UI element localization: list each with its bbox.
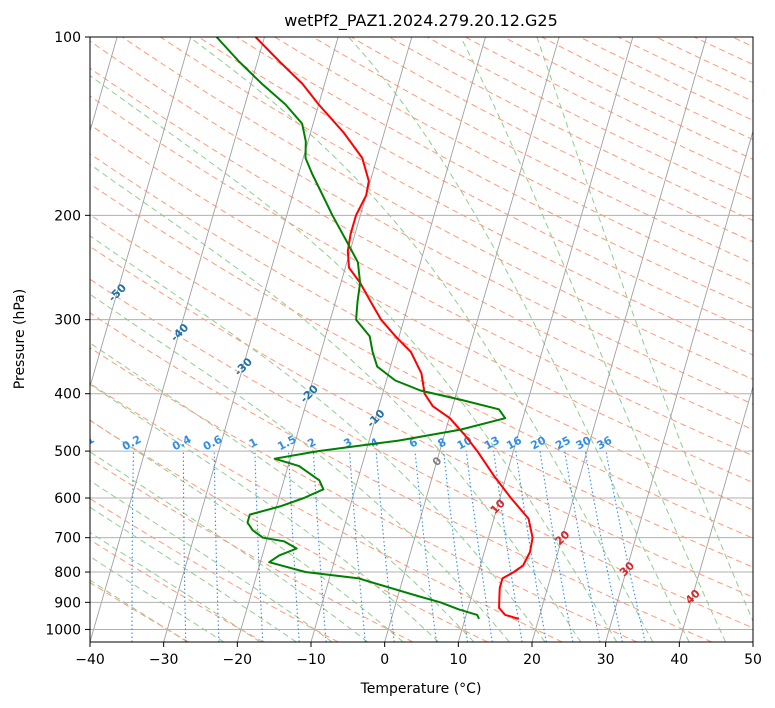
dry-adiabat-line xyxy=(90,153,753,511)
isotherm-line xyxy=(384,37,560,642)
moist-adiabat-line xyxy=(90,383,439,642)
mixing-ratio-line xyxy=(605,451,646,642)
moist-adiabat-line xyxy=(90,235,546,642)
dry-adiabat-line xyxy=(90,419,488,642)
mixing-ratio-line xyxy=(375,451,395,642)
moist-adiabat-line xyxy=(90,293,510,642)
x-tick-label: −20 xyxy=(223,652,253,668)
mixing-ratio-label: 16 xyxy=(504,434,524,453)
x-tick-label: −30 xyxy=(149,652,179,668)
mixing-ratio-line xyxy=(349,451,366,642)
dry-adiabat-line xyxy=(90,312,712,642)
dry-adiabat-line xyxy=(122,37,753,380)
y-tick-label: 500 xyxy=(54,444,81,460)
isotherm-line xyxy=(236,37,413,642)
x-tick-label: 10 xyxy=(449,652,467,668)
y-tick-label: 800 xyxy=(54,565,81,581)
mixing-ratio-label: 30 xyxy=(574,434,594,453)
dry-adiabat-line xyxy=(236,37,753,309)
mixing-ratio-line xyxy=(564,451,601,642)
dewpoint-profile-line xyxy=(215,37,507,620)
x-tick-label: 0 xyxy=(380,652,389,668)
mixing-ratio-line xyxy=(465,451,493,642)
mixing-ratio-label: 13 xyxy=(482,434,502,453)
y-tick-label: 400 xyxy=(54,387,81,403)
y-tick-label: 200 xyxy=(54,208,81,224)
dry-adiabats xyxy=(90,37,753,642)
y-tick-label: 300 xyxy=(54,313,81,329)
moist-adiabat-line xyxy=(90,506,297,642)
y-tick-label: 100 xyxy=(54,30,81,46)
isotherm-line xyxy=(678,384,753,642)
chart-title: wetPf2_PAZ1.2024.279.20.12.G25 xyxy=(284,11,558,31)
mixing-ratio-label: 0.1 xyxy=(73,433,96,454)
moist-adiabat-line xyxy=(348,37,690,642)
moist-adiabat-line xyxy=(536,37,753,623)
mixing-ratio-label: 10 xyxy=(455,434,475,453)
y-tick-label: 1000 xyxy=(45,622,81,638)
mixing-ratio-line xyxy=(493,451,523,642)
plot-area: -100-90-80-70-60-50-40-30-20-10010203040… xyxy=(73,37,753,642)
dry-adiabat-line xyxy=(90,245,753,598)
dry-adiabat-line xyxy=(90,183,753,539)
y-axis-label: Pressure (hPa) xyxy=(12,289,28,389)
x-tick-label: −10 xyxy=(296,652,326,668)
dry-adiabat-line xyxy=(90,124,753,483)
dry-adiabat-line xyxy=(90,347,638,642)
y-tick-label: 600 xyxy=(54,491,81,507)
isotherm-line xyxy=(90,37,265,642)
dry-adiabat-line xyxy=(90,278,753,629)
y-axis: 100 200 300 400 500 600 700 800 900 1000 xyxy=(45,30,90,638)
dry-adiabat-line xyxy=(90,582,190,642)
isotherm-line xyxy=(163,37,339,642)
moist-adiabat-line xyxy=(90,451,368,642)
isotherm-line xyxy=(605,129,753,642)
x-axis-label: Temperature (°C) xyxy=(360,681,482,697)
mixing-ratio-lines xyxy=(131,451,646,642)
dry-adiabat-line xyxy=(90,40,753,405)
mixing-ratio-line xyxy=(414,451,437,642)
isotherm-line xyxy=(531,37,707,642)
x-tick-label: 30 xyxy=(597,652,615,668)
mixing-ratio-label: 25 xyxy=(553,434,573,453)
temperature-profile-line xyxy=(254,37,534,620)
isotherm-line xyxy=(457,37,634,642)
mixing-ratio-label: 20 xyxy=(529,434,549,453)
dry-adiabat-line xyxy=(90,458,414,642)
plot-frame xyxy=(89,36,754,643)
dry-adiabat-line xyxy=(90,214,753,568)
x-tick-label: 40 xyxy=(670,652,688,668)
moist-adiabat-line xyxy=(460,37,727,642)
x-tick-label: 20 xyxy=(523,652,541,668)
dry-adiabat-line xyxy=(198,37,753,332)
sounding-series xyxy=(215,37,534,620)
y-tick-label: 700 xyxy=(54,531,81,547)
x-tick-label: 50 xyxy=(744,652,762,668)
moist-adiabat-line xyxy=(90,342,475,642)
moist-adiabat-line xyxy=(90,480,333,642)
y-tick-label: 900 xyxy=(54,595,81,611)
isotherm-line xyxy=(90,37,192,389)
mixing-ratio-line xyxy=(443,451,469,642)
x-axis: −40 −30 −20 −10 0 10 20 30 40 50 xyxy=(75,642,762,668)
moist-adiabat-line xyxy=(90,419,404,642)
x-tick-label: −40 xyxy=(75,652,105,668)
mixing-ratio-line xyxy=(584,451,623,642)
dry-adiabat-line xyxy=(90,539,264,642)
mixing-ratio-label: 36 xyxy=(595,434,615,453)
